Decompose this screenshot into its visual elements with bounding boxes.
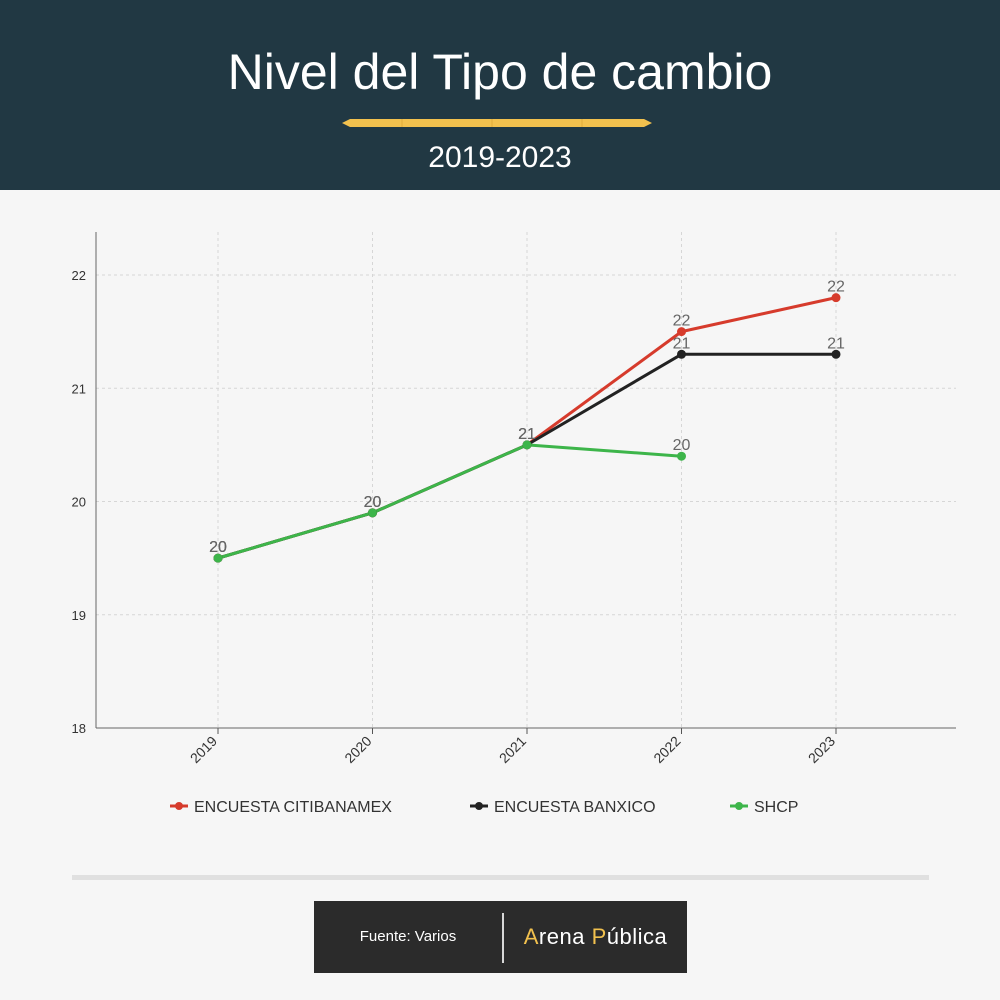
brand-logo-publica: ública xyxy=(606,924,668,949)
data-label: 20 xyxy=(209,539,227,556)
legend-swatch-dot xyxy=(475,802,483,810)
data-label: 21 xyxy=(518,426,536,443)
legend-swatch-dot xyxy=(735,802,743,810)
y-tick-label: 22 xyxy=(72,268,86,283)
legend-label: ENCUESTA CITIBANAMEX xyxy=(194,799,392,816)
data-point xyxy=(677,327,686,337)
x-tick-label: 2023 xyxy=(805,733,838,766)
data-label: 20 xyxy=(364,494,382,511)
x-tick-label: 2022 xyxy=(650,733,683,766)
data-label: 20 xyxy=(364,494,382,511)
x-tick-label: 2019 xyxy=(187,733,220,766)
chart-title: Nivel del Tipo de cambio xyxy=(227,44,773,100)
data-label: 21 xyxy=(518,426,536,443)
data-point xyxy=(368,508,377,518)
data-label: 21 xyxy=(673,335,691,352)
data-label: 20 xyxy=(209,539,227,556)
data-label: 22 xyxy=(827,279,845,296)
data-label: 20 xyxy=(364,494,382,511)
x-tick-label: 2020 xyxy=(341,733,374,766)
brand-logo-p: P xyxy=(591,924,607,949)
data-label: 21 xyxy=(827,335,845,352)
brand-logo-arena: rena xyxy=(538,924,592,949)
y-tick-label: 18 xyxy=(72,721,86,736)
data-point xyxy=(522,440,532,450)
legend-label: ENCUESTA BANXICO xyxy=(494,799,656,816)
source-text: Fuente: Varios xyxy=(359,928,457,945)
y-tick-label: 20 xyxy=(72,495,86,510)
data-point xyxy=(677,451,686,461)
series-line xyxy=(217,443,682,560)
data-point xyxy=(831,349,841,359)
y-tick-label: 19 xyxy=(72,608,86,623)
legend-swatch-dot xyxy=(175,802,183,810)
source-footer: Fuente: Varios Arena Pública xyxy=(314,901,687,973)
brand-logo-a: A xyxy=(523,924,539,949)
data-point xyxy=(831,293,841,303)
data-label: 20 xyxy=(209,539,227,556)
data-label: 22 xyxy=(673,313,691,330)
legend-label: SHCP xyxy=(754,799,798,816)
x-tick-label: 2021 xyxy=(496,733,529,766)
brand-logo: Arena Pública xyxy=(504,901,687,973)
y-tick-label: 21 xyxy=(72,381,86,396)
footer-separator xyxy=(502,913,504,963)
data-label: 21 xyxy=(518,426,536,443)
divider xyxy=(72,875,929,880)
data-label: 20 xyxy=(673,437,691,454)
title-underline-ornament xyxy=(342,119,652,127)
data-point xyxy=(677,349,686,359)
data-point xyxy=(213,553,223,563)
chart-subtitle: 2019-2023 xyxy=(428,141,572,174)
header-banner: Nivel del Tipo de cambio 2019-2023 xyxy=(0,0,1000,190)
